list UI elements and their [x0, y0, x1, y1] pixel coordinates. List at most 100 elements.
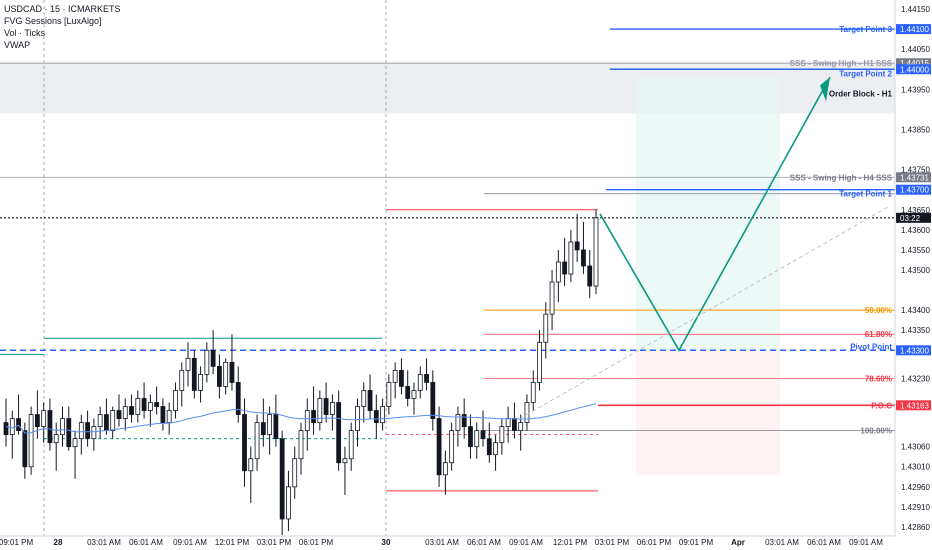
candle: [537, 341, 542, 383]
price-tick-label: 1.43650: [901, 206, 930, 215]
time-tick-label: 03:01 AM: [87, 538, 121, 547]
candle: [141, 398, 147, 411]
candle: [373, 410, 379, 423]
candle: [411, 390, 417, 399]
candle: [223, 361, 229, 387]
time-tick-label: 06:01 AM: [467, 538, 501, 547]
target-1-price-tag: 1.43700: [900, 186, 929, 195]
price-tick-label: 1.43750: [901, 166, 930, 175]
price-tick-label: 1.43500: [901, 266, 930, 275]
candle: [436, 418, 442, 476]
candle: [279, 438, 285, 520]
candle: [342, 458, 348, 464]
candle: [260, 422, 266, 436]
candle: [129, 406, 134, 415]
candle: [392, 369, 398, 383]
candle: [22, 430, 28, 468]
time-tick-label: 09:01 PM: [0, 538, 33, 547]
candle: [166, 410, 172, 423]
candle: [273, 414, 279, 440]
time-tick-label: 03:01 AM: [765, 538, 799, 547]
vwap-line: [5, 403, 597, 434]
sss-h4-label: SSS - Swing High - H4 SSS: [790, 173, 893, 182]
indicator-vwap[interactable]: VWAP: [4, 40, 31, 50]
candle: [386, 382, 392, 407]
time-tick-label: 06:01 PM: [299, 538, 334, 547]
candle: [185, 357, 191, 371]
candle: [229, 361, 235, 383]
fib-50-label: 50.00%: [865, 306, 892, 315]
time-tick-label: 12:01 PM: [553, 538, 588, 547]
poc-label: P.O.C: [871, 401, 892, 410]
candle: [3, 422, 9, 436]
candle: [593, 217, 599, 287]
candle: [530, 382, 536, 403]
price-tick-label: 1.43850: [901, 125, 930, 134]
price-tick-label: 1.43230: [901, 374, 930, 383]
candle: [367, 390, 373, 411]
candle: [34, 414, 40, 427]
time-tick-label: 03:01 PM: [257, 538, 292, 547]
candle: [41, 410, 47, 427]
candle: [380, 406, 385, 423]
target-2-label: Target Point 2: [839, 69, 892, 78]
candle: [468, 426, 473, 448]
symbol-title[interactable]: USDCAD · 15 · ICMARKETS: [4, 4, 121, 14]
price-tick-label: 1.43950: [901, 85, 930, 94]
candle: [292, 458, 298, 488]
candle: [173, 390, 178, 411]
candle: [549, 281, 555, 315]
candle: [304, 410, 310, 432]
pivot-price-tag-bg: [896, 345, 931, 356]
time-tick-label: 06:01 PM: [637, 538, 672, 547]
candle: [543, 313, 549, 343]
candle: [587, 265, 593, 287]
candle: [355, 406, 360, 432]
candle: [449, 430, 455, 464]
time-tick-label: 09:01 PM: [679, 538, 714, 547]
target-2-price-tag-bg: [896, 64, 931, 75]
candle: [204, 349, 210, 375]
candle: [147, 402, 153, 411]
candle: [493, 442, 498, 456]
indicator-vol[interactable]: Vol · Ticks: [4, 28, 46, 38]
candle: [60, 418, 65, 436]
candle: [329, 402, 335, 415]
candle: [442, 462, 448, 476]
candle: [267, 414, 273, 436]
candle: [78, 422, 84, 440]
candle: [122, 406, 128, 419]
candle: [72, 438, 78, 448]
price-tick-label: 1.43350: [901, 326, 930, 335]
candle: [430, 382, 436, 419]
candle: [518, 422, 524, 432]
time-tick-label: 30: [382, 538, 391, 547]
time-tick-label: 09:01 AM: [849, 538, 883, 547]
candle: [512, 418, 517, 432]
candle: [461, 414, 467, 427]
candle: [581, 249, 586, 267]
candle: [191, 357, 197, 391]
time-tick-label: 06:01 AM: [807, 538, 841, 547]
time-tick-label: 03:01 AM: [425, 538, 459, 547]
price-tick-label: 1.43010: [901, 463, 930, 472]
candle: [154, 402, 160, 407]
stop-zone: [636, 350, 780, 475]
time-tick-label: 03:01 PM: [595, 538, 630, 547]
candle: [574, 241, 580, 251]
fib-786-label: 78.60%: [865, 374, 892, 383]
candle: [399, 369, 404, 387]
target-3-label: Target Point 3: [839, 25, 892, 34]
time-tick-label: 12:01 PM: [215, 538, 250, 547]
candle: [286, 486, 291, 520]
candle: [562, 261, 568, 275]
price-tick-label: 1.43060: [901, 443, 930, 452]
candle: [405, 386, 411, 399]
indicator-fvg[interactable]: FVG Sessions [LuxAlgo]: [4, 16, 102, 26]
candle: [217, 365, 222, 387]
candle: [317, 398, 323, 423]
candle: [524, 402, 530, 423]
candle: [474, 430, 480, 448]
candle: [210, 349, 216, 367]
